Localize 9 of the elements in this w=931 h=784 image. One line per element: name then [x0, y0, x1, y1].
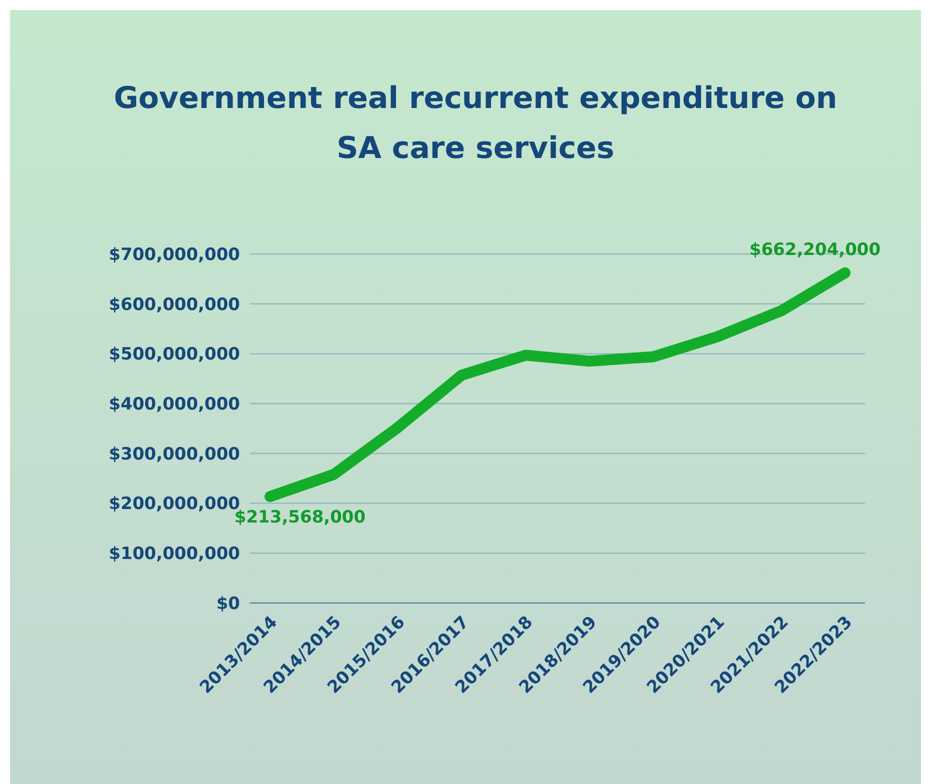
y-tick-label: $100,000,000 — [108, 544, 240, 564]
y-tick-label: $300,000,000 — [108, 444, 240, 464]
y-tick-label: $500,000,000 — [108, 344, 240, 365]
chart-title: Government real recurrent expenditure on SA care services — [114, 81, 838, 166]
data-label: $662,204,000 — [749, 240, 881, 260]
y-tick-label: $400,000,000 — [108, 394, 240, 415]
y-tick-label: $700,000,000 — [108, 244, 240, 265]
y-tick-label: $600,000,000 — [108, 294, 240, 315]
y-tick-label: $0 — [216, 594, 240, 614]
